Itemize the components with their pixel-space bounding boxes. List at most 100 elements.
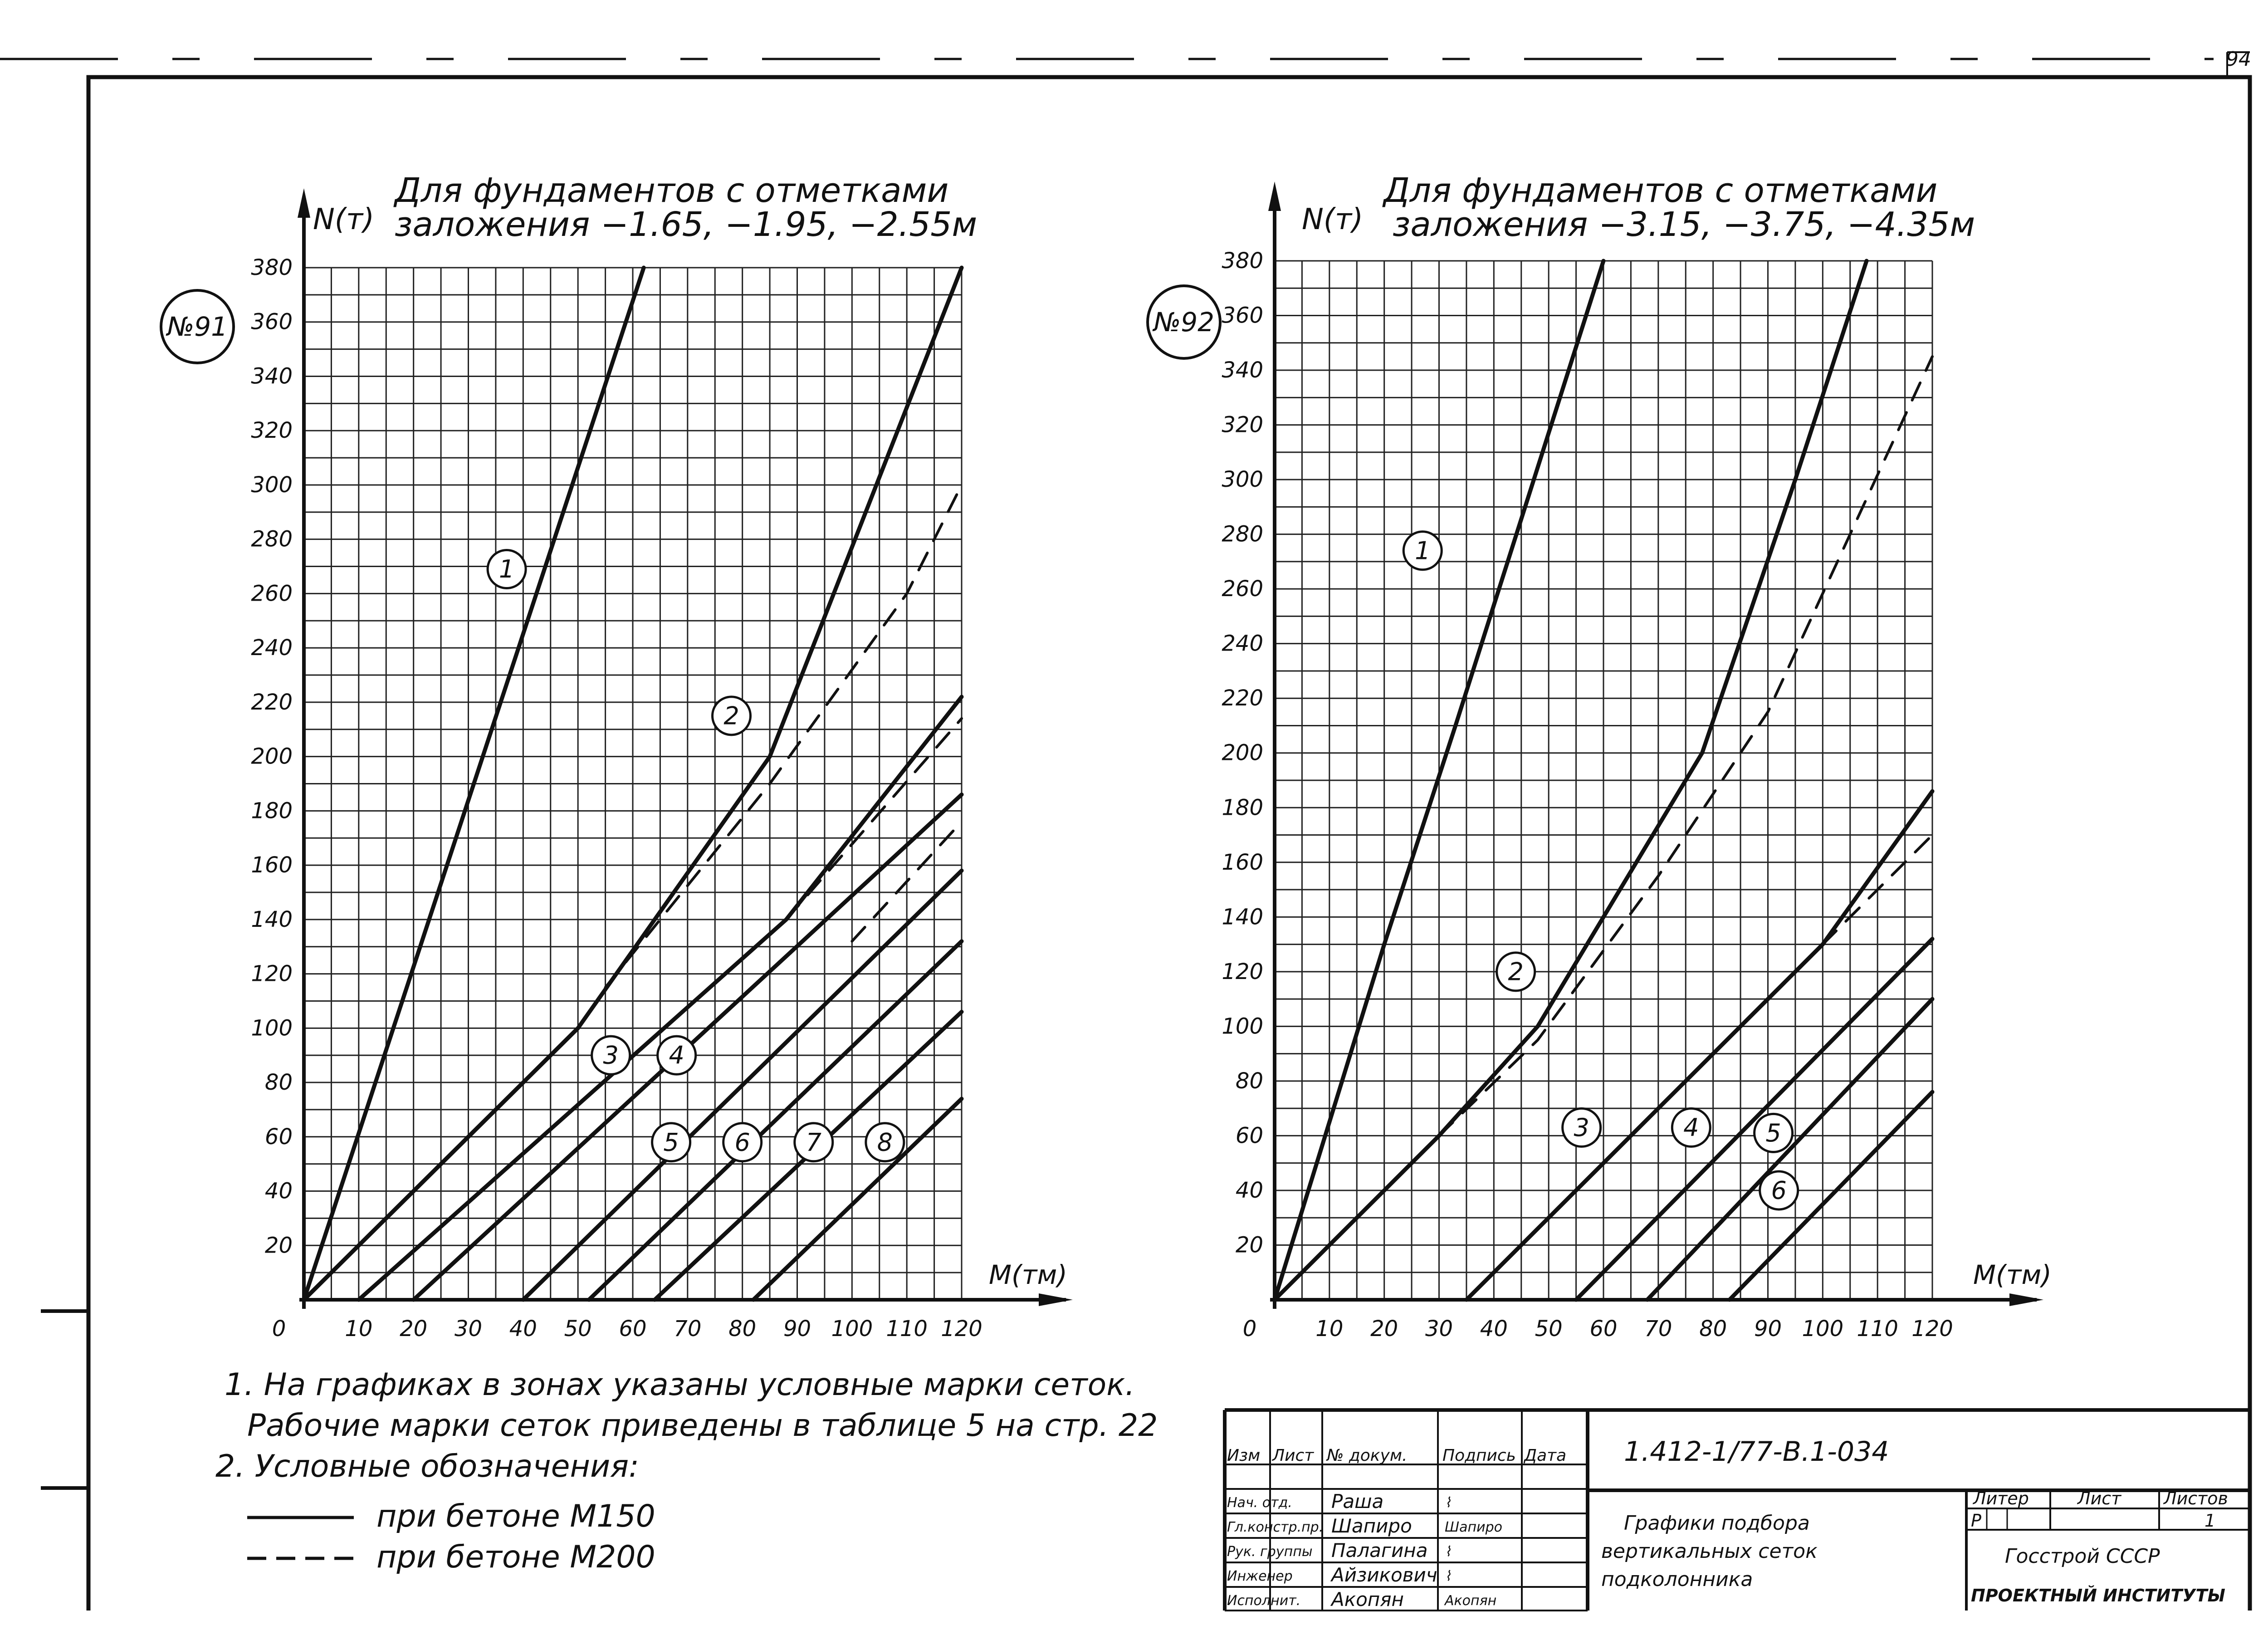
chart-91-tick-labels: 0 10 20 30 40 50 60 70 80 90 100 110 120 20 40 60 80 100 1…	[251, 255, 982, 1341]
series-line-m150	[751, 1097, 964, 1302]
tb-signature: ⌇	[1445, 1495, 1452, 1511]
chart-92-zones: 1 2 3 4 5 6	[1402, 530, 1799, 1211]
y-tick-label: 380	[1222, 248, 1263, 274]
y-tick-label: 80	[265, 1070, 293, 1095]
y-tick-label: 260	[251, 581, 293, 606]
tb-header: Лист	[1271, 1446, 1314, 1465]
x-tick-label: 30	[1425, 1316, 1453, 1341]
zone-marker: 2	[1496, 951, 1536, 992]
zone-marker-label: 6	[1771, 1176, 1786, 1204]
x-tick-label: 0	[272, 1316, 286, 1341]
x-tick-label: 100	[1802, 1316, 1844, 1341]
x-tick-label: 120	[1911, 1316, 1953, 1341]
y-tick-label: 280	[251, 527, 293, 552]
zone-marker-label: 5	[663, 1128, 679, 1156]
y-tick-label: 280	[1222, 522, 1263, 547]
y-tick-label: 140	[251, 907, 293, 932]
series-line-m200	[604, 483, 963, 989]
notes: 1. На графиках в зонах указаны условные …	[215, 1367, 1158, 1575]
y-tick-label: 60	[1236, 1123, 1263, 1148]
zone-marker-circle	[1671, 1107, 1711, 1148]
x-tick-label: 20	[1370, 1316, 1398, 1341]
y-tick-label: 20	[265, 1233, 293, 1258]
series-line-m150	[1464, 789, 1935, 1302]
x-tick-label: 50	[564, 1316, 592, 1341]
series-line-m150	[302, 1026, 580, 1302]
chart-91-tag-text: №91	[166, 311, 228, 342]
x-axis-arrow	[2009, 1293, 2043, 1306]
zone-marker: 1	[486, 549, 527, 590]
tb-header: Дата	[1523, 1446, 1566, 1465]
org-line-2: ПРОЕКТНЫЙ ИНСТИТУТЫ	[1971, 1586, 2225, 1606]
zone-marker-label: 2	[723, 701, 739, 730]
y-tick-label: 220	[1222, 685, 1263, 711]
x-tick-label: 100	[831, 1316, 873, 1341]
y-tick-label: 100	[251, 1015, 293, 1041]
x-tick-label: 90	[1754, 1316, 1782, 1341]
y-tick-label: 20	[1236, 1232, 1263, 1258]
zone-marker: 4	[656, 1035, 697, 1076]
drawing-code: 1.412-1/77-В.1-034	[1624, 1436, 1889, 1468]
tb-header: № докум.	[1326, 1446, 1407, 1465]
y-tick-label: 120	[1222, 959, 1263, 984]
tb-name: Шапиро	[1331, 1515, 1412, 1537]
y-tick-label: 40	[1236, 1178, 1263, 1203]
x-tick-label: 10	[345, 1316, 372, 1341]
zone-marker-label: 4	[1683, 1113, 1699, 1142]
chart-92: 0 10 20 30 40 50 60 70 80 90 100 110 120 20 40 60 80 100 1…	[1146, 171, 2052, 1341]
x-tick-label: 40	[1480, 1316, 1508, 1341]
y-tick-label: 160	[1222, 850, 1263, 875]
zone-marker-label: 3	[1574, 1113, 1589, 1142]
y-axis-arrow	[1268, 181, 1281, 211]
y-tick-label: 100	[1222, 1013, 1263, 1039]
tb-signature: Шапиро	[1445, 1519, 1502, 1535]
title-block-text: Изм Лист № докум. Подпись Дата Нач. отд. Гл.ко…	[1227, 1446, 1566, 1611]
tb-name: Раша	[1331, 1490, 1383, 1513]
tb-signature: ⌇	[1445, 1544, 1452, 1560]
y-tick-label: 340	[1222, 357, 1263, 383]
chart-91: 0 10 20 30 40 50 60 70 80 90 100 110 120 20 40 60 80 100 1…	[160, 171, 1073, 1341]
note-1b: Рабочие марки сеток приведены в таблице …	[247, 1408, 1158, 1444]
zone-marker-circle	[1402, 530, 1443, 571]
chart-92-tag-text: №92	[1152, 307, 1214, 338]
x-tick-label: 40	[509, 1316, 537, 1341]
chart-92-tick-labels: 0 10 20 30 40 50 60 70 80 90 100 110 120 20 40 60 80 100 1…	[1222, 248, 1953, 1341]
chart-92-xlabel: М(тм)	[1973, 1259, 2052, 1290]
tb-header: Подпись	[1442, 1446, 1516, 1465]
zone-marker: 2	[711, 695, 752, 736]
zone-marker: 7	[793, 1122, 834, 1163]
tb-role: Нач. отд.	[1227, 1495, 1292, 1511]
chart-91-title-line-1: Для фундаментов с отметками	[393, 171, 948, 210]
tb-name: Айзикович	[1330, 1564, 1437, 1586]
series-line-m150	[521, 868, 964, 1302]
y-tick-label: 180	[1222, 795, 1263, 820]
zone-marker: 4	[1671, 1107, 1711, 1148]
zone-marker-label: 4	[669, 1041, 684, 1070]
x-tick-label: 50	[1535, 1316, 1563, 1341]
zone-marker-circle	[656, 1035, 697, 1076]
tb-header: Изм	[1227, 1446, 1260, 1465]
zone-marker-circle	[793, 1122, 834, 1163]
chart-92-series	[1272, 259, 1935, 1302]
tb-name: Акопян	[1330, 1588, 1404, 1611]
x-tick-label: 90	[783, 1316, 811, 1341]
x-tick-label: 80	[1699, 1316, 1727, 1341]
chart-91-zones: 1 2 3 4 5 6 7 8	[486, 549, 905, 1163]
zone-marker-circle	[591, 1035, 631, 1076]
tb-signature: ⌇	[1445, 1568, 1452, 1584]
note-2: 2. Условные обозначения:	[215, 1449, 639, 1484]
x-tick-label: 10	[1315, 1316, 1343, 1341]
y-tick-label: 360	[251, 309, 293, 335]
series-line-m200	[785, 717, 963, 921]
y-tick-label: 240	[1222, 631, 1263, 656]
zone-marker: 5	[651, 1122, 692, 1163]
y-tick-label: 160	[251, 852, 293, 878]
y-tick-label: 200	[251, 744, 293, 769]
y-tick-label: 240	[251, 635, 293, 661]
zone-marker-circle	[1561, 1107, 1602, 1148]
zone-marker-circle	[711, 695, 752, 736]
zone-marker-circle	[722, 1122, 763, 1163]
series-line-m200	[850, 820, 963, 943]
y-tick-label: 200	[1222, 740, 1263, 766]
series-line-m150	[1727, 1090, 1935, 1302]
